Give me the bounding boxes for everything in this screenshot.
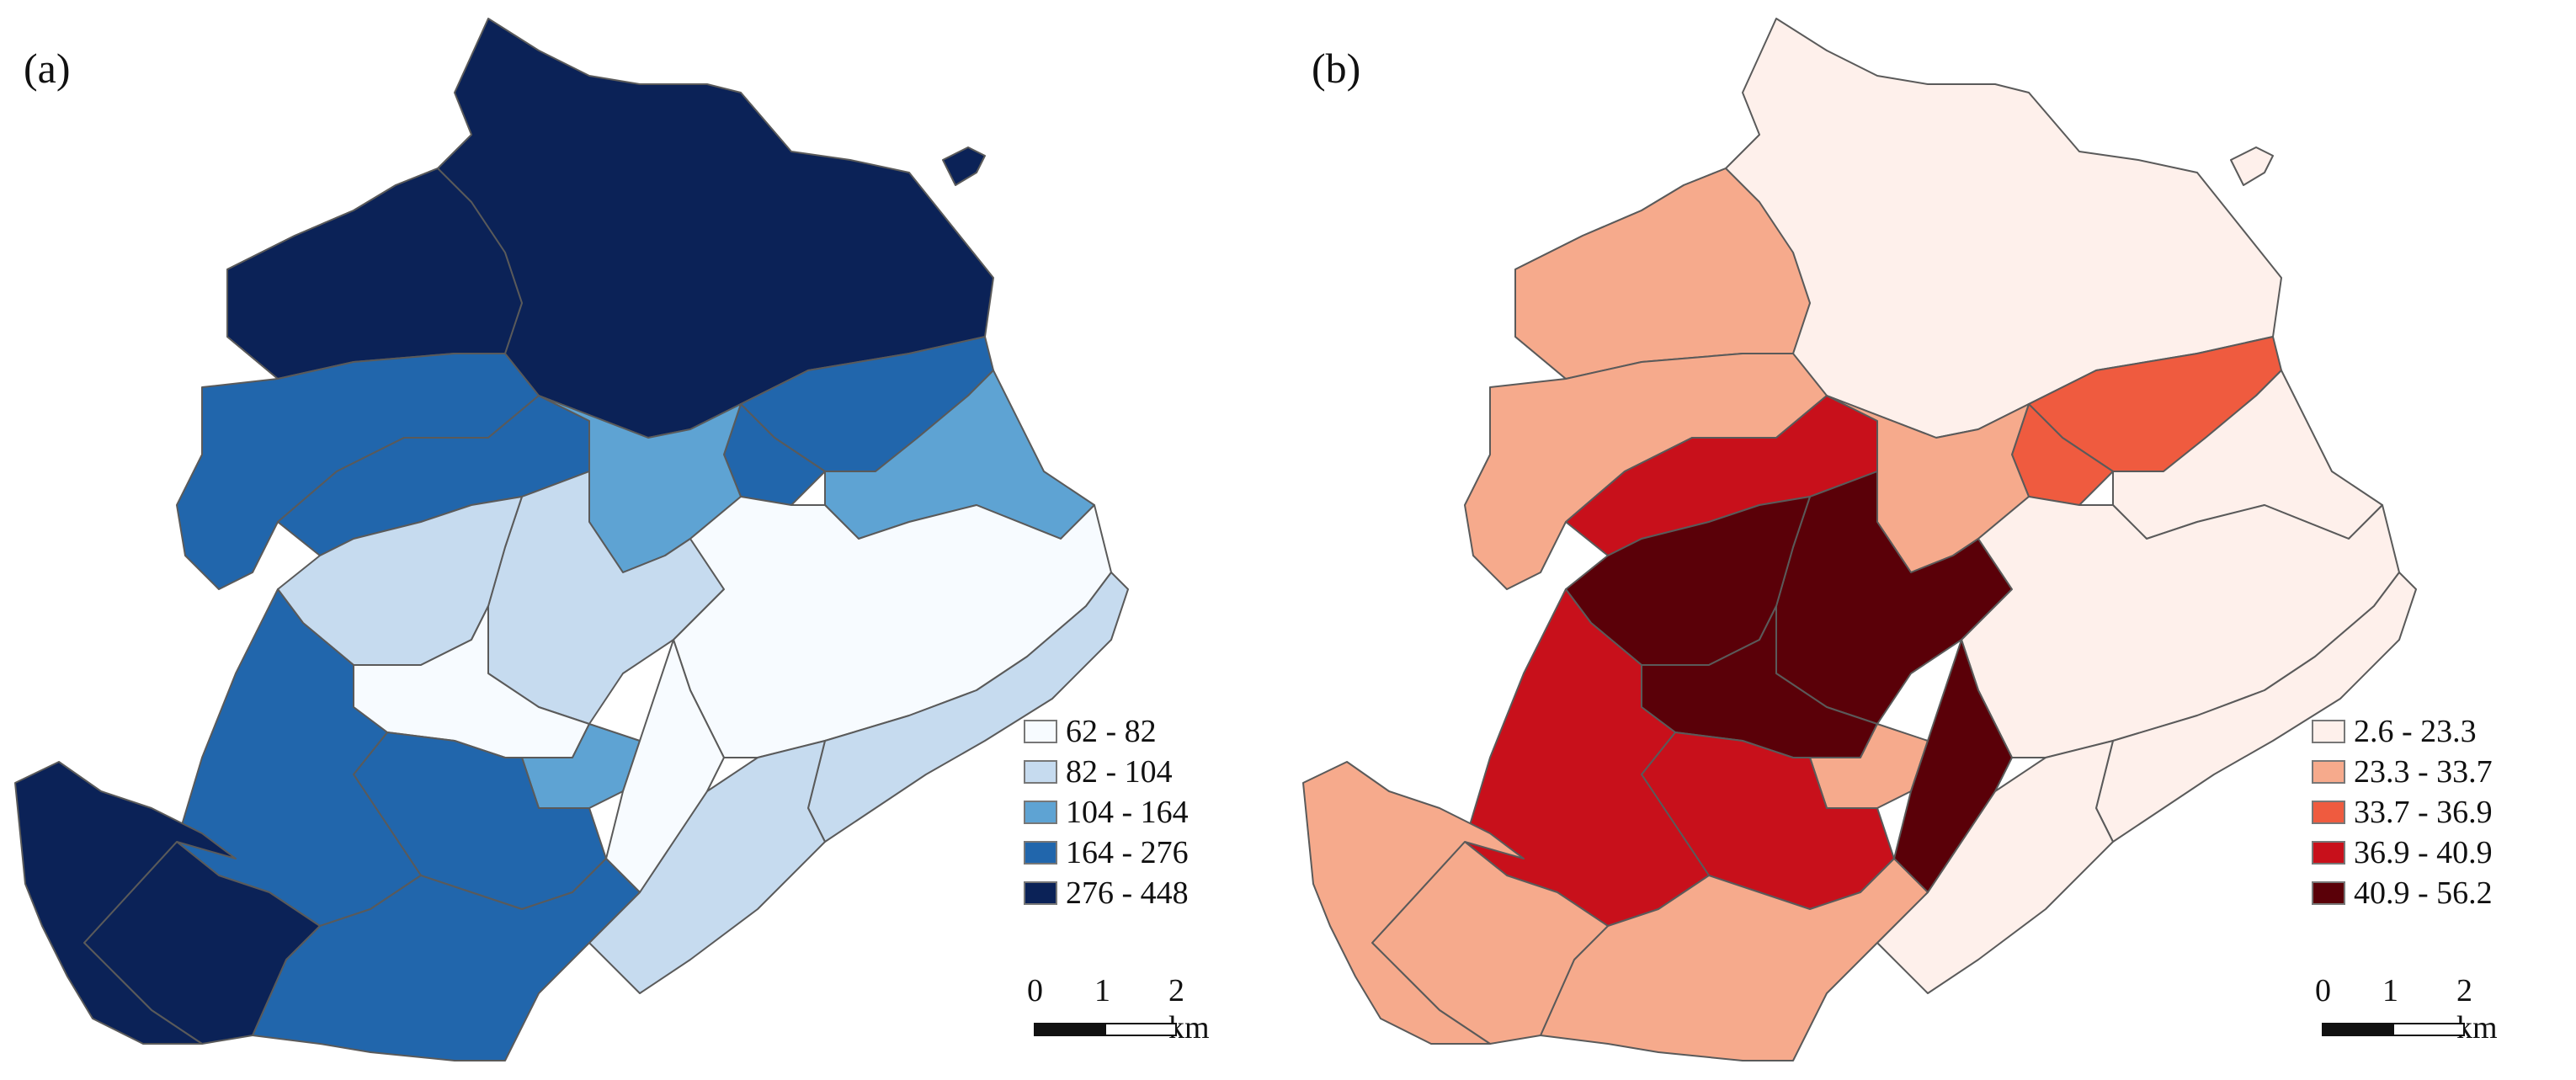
scale-tick-0: 0 (1027, 973, 1043, 1008)
map-zone-southeast (605, 639, 725, 893)
scale-tick-2: 2 km (1168, 973, 1210, 1045)
scale-tick-0: 0 (2315, 973, 2331, 1008)
legend-swatch (1024, 760, 1057, 784)
legend-swatch (1024, 841, 1057, 865)
panel-label-a: (a) (24, 45, 71, 92)
scale-segment-light (2392, 1023, 2465, 1036)
map-zone-southwest-strip (14, 761, 237, 1045)
legend-swatch (2312, 801, 2345, 824)
legend-label: 2.6 - 23.3 (2354, 714, 2477, 749)
legend-item: 36.9 - 40.9 (2312, 833, 2493, 873)
legend-label: 164 - 276 (1066, 835, 1189, 870)
map-zone-northhook (942, 146, 986, 186)
scale-segment-dark (1034, 1023, 1106, 1036)
scale-segment-dark (2322, 1023, 2394, 1036)
legend-item: 62 - 82 (1024, 711, 1189, 752)
legend-label: 23.3 - 33.7 (2354, 754, 2493, 790)
panel-a: (a) 62 - 82 82 - 104 104 - 164 164 - 276… (14, 18, 1229, 1061)
legend-swatch (1024, 881, 1057, 905)
legend-swatch (1024, 720, 1057, 743)
legend-item: 164 - 276 (1024, 833, 1189, 873)
legend-item: 104 - 164 (1024, 792, 1189, 833)
scale-bar-b: 0 1 2 km (2315, 972, 2517, 1045)
legend-b: 2.6 - 23.3 23.3 - 33.7 33.7 - 36.9 36.9 … (2312, 711, 2493, 913)
legend-a: 62 - 82 82 - 104 104 - 164 164 - 276 276… (1024, 711, 1189, 913)
legend-label: 33.7 - 36.9 (2354, 795, 2493, 830)
scale-bar-a: 0 1 2 km (1027, 972, 1229, 1045)
legend-swatch (2312, 760, 2345, 784)
legend-label: 104 - 164 (1066, 795, 1189, 830)
legend-item: 276 - 448 (1024, 873, 1189, 913)
map-zone-southwest-strip (1302, 761, 1525, 1045)
panel-label-b: (b) (1312, 45, 1361, 92)
map-b (1302, 18, 2417, 1061)
scale-tick-1: 1 (1094, 973, 1110, 1008)
legend-item: 23.3 - 33.7 (2312, 752, 2493, 792)
legend-label: 40.9 - 56.2 (2354, 875, 2493, 911)
legend-label: 62 - 82 (1066, 714, 1157, 749)
legend-item: 82 - 104 (1024, 752, 1189, 792)
legend-item: 2.6 - 23.3 (2312, 711, 2493, 752)
legend-label: 82 - 104 (1066, 754, 1173, 790)
legend-item: 40.9 - 56.2 (2312, 873, 2493, 913)
legend-item: 33.7 - 36.9 (2312, 792, 2493, 833)
map-zone-northhook (2230, 146, 2274, 186)
legend-swatch (2312, 720, 2345, 743)
map-zone-southeast (1893, 639, 2013, 893)
legend-label: 36.9 - 40.9 (2354, 835, 2493, 870)
legend-label: 276 - 448 (1066, 875, 1189, 911)
map-a (14, 18, 1129, 1061)
legend-swatch (2312, 881, 2345, 905)
legend-swatch (2312, 841, 2345, 865)
scale-segment-light (1104, 1023, 1177, 1036)
scale-tick-1: 1 (2382, 973, 2398, 1008)
panel-b: (b) 2.6 - 23.3 23.3 - 33.7 33.7 - 36.9 3… (1288, 0, 2576, 1080)
legend-swatch (1024, 801, 1057, 824)
scale-tick-2: 2 km (2456, 973, 2498, 1045)
